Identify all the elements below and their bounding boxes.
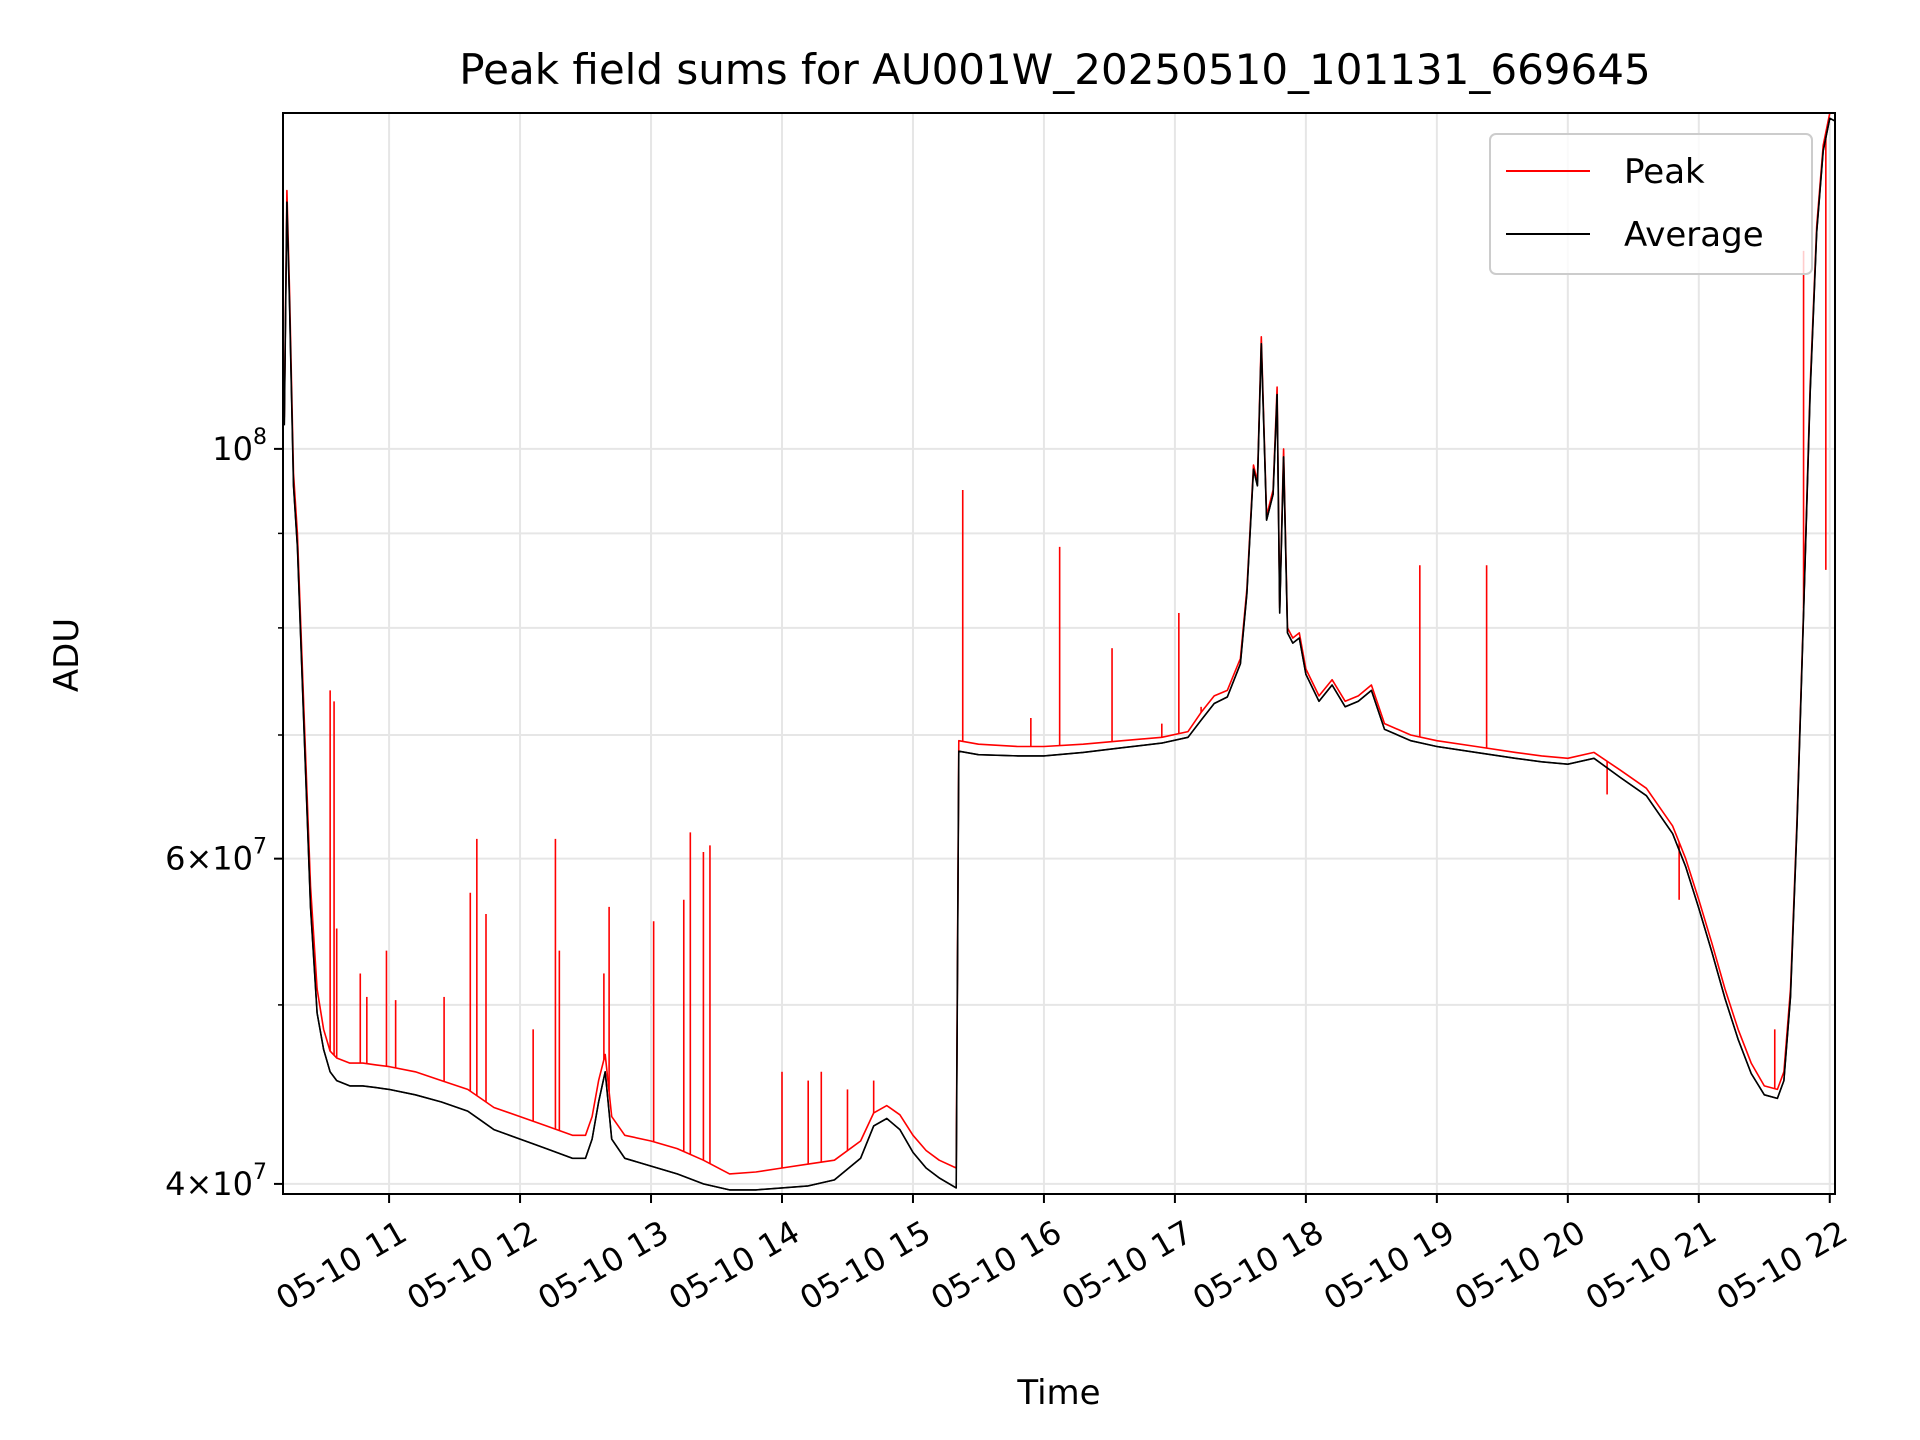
x-tick-label: 05-10 15 xyxy=(793,1213,937,1318)
x-tick-label: 05-10 18 xyxy=(1186,1213,1330,1318)
y-tick-label: 4×107 xyxy=(165,1160,267,1203)
x-tick-label: 05-10 13 xyxy=(531,1213,675,1318)
y-tick-label: 108 xyxy=(212,425,267,468)
x-tick-label: 05-10 19 xyxy=(1317,1213,1461,1318)
x-tick-label: 05-10 16 xyxy=(924,1213,1068,1318)
legend: Peak Average xyxy=(1489,133,1813,275)
y-axis-label: ADU xyxy=(47,618,87,692)
x-tick-label: 05-10 14 xyxy=(662,1213,806,1318)
legend-box xyxy=(1489,133,1813,275)
plot-frame xyxy=(282,112,1836,1195)
plot-area xyxy=(283,113,1835,1191)
x-tick-label: 05-10 17 xyxy=(1055,1213,1199,1318)
series-line-average-overlay xyxy=(283,117,1835,1191)
legend-label-peak: Peak xyxy=(1624,152,1705,192)
x-tick-label: 05-10 20 xyxy=(1448,1213,1592,1318)
x-tick-label: 05-10 12 xyxy=(400,1213,544,1318)
x-tick-label: 05-10 11 xyxy=(269,1213,413,1318)
x-tick-label: 05-10 22 xyxy=(1710,1213,1854,1318)
legend-label-average: Average xyxy=(1624,215,1764,255)
series-line-peak xyxy=(283,113,1835,1175)
y-tick-label: 6×107 xyxy=(165,835,267,878)
y-axis: 4×107 6×107 108 xyxy=(165,425,283,1203)
x-axis-label: Time xyxy=(1016,1373,1100,1413)
x-tick-label: 05-10 21 xyxy=(1579,1213,1723,1318)
chart-title: Peak field sums for AU001W_20250510_1011… xyxy=(459,45,1650,94)
